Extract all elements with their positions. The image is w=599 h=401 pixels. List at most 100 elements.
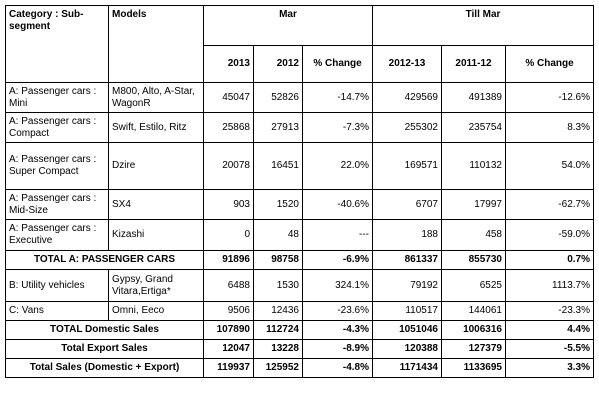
header-2011-12: 2011-12 [441,45,506,83]
sales-table: Category : Sub-segment Models Mar Till M… [5,5,595,378]
total-label: TOTAL A: PASSENGER CARS [5,250,204,270]
cell-category: A: Passenger cars : Super Compact [5,142,109,190]
cell-models: Gypsy, Grand Vitara,Ertiga* [108,269,204,302]
cell-t1213: 6707 [372,189,442,220]
table-row: A: Passenger cars : Executive Kizashi 0 … [5,219,595,251]
cell-m2013: 25868 [203,112,254,143]
header-mar: Mar [203,5,373,46]
cell-t1213: 120388 [372,339,442,359]
cell-category: A: Passenger cars : Executive [5,219,109,251]
cell-t1213: 188 [372,219,442,251]
cell-m2012: 12436 [253,301,303,321]
cell-tpct: 1113.7% [504,269,595,302]
header-till-mar: Till Mar [371,5,595,46]
cell-category: C: Vans [5,301,109,321]
cell-mpct: -40.6% [302,189,373,220]
header-models: Models [108,5,204,83]
cell-m2012: 112724 [253,320,303,340]
table-row: B: Utility vehicles Gypsy, Grand Vitara,… [5,269,595,302]
cell-models: Dzire [108,142,204,190]
header-2013: 2013 [203,45,254,83]
cell-m2013: 45047 [203,82,254,113]
cell-tpct: -62.7% [504,189,595,220]
header-2012: 2012 [253,45,303,83]
cell-m2012: 1520 [253,189,303,220]
cell-mpct: -6.9% [302,250,373,270]
table-row: A: Passenger cars : Mini M800, Alto, A-S… [5,82,595,113]
cell-category: B: Utility vehicles [5,269,109,302]
cell-tpct: 0.7% [504,250,595,270]
total-label: Total Sales (Domestic + Export) [5,358,204,378]
total-domestic-row: TOTAL Domestic Sales 107890 112724 -4.3%… [5,320,595,340]
cell-category: A: Passenger cars : Mid-Size [5,189,109,220]
total-label: TOTAL Domestic Sales [5,320,204,340]
header-2012-13: 2012-13 [372,45,442,83]
header-pct-change: % Change [302,45,373,83]
header-pct-change-till: % Change [504,45,595,83]
total-sales-row: Total Sales (Domestic + Export) 119937 1… [5,358,595,378]
cell-m2013: 107890 [203,320,254,340]
cell-t1112: 17997 [441,189,506,220]
cell-t1112: 144061 [441,301,506,321]
cell-t1112: 491389 [441,82,506,113]
cell-mpct: --- [302,219,373,251]
cell-t1112: 1006316 [441,320,506,340]
header-row-2: 2013 2012 % Change 2012-13 2011-12 % Cha… [6,45,595,83]
table-row: A: Passenger cars : Compact Swift, Estil… [5,112,595,143]
table-row: A: Passenger cars : Mid-Size SX4 903 152… [5,189,595,220]
cell-models: Swift, Estilo, Ritz [108,112,204,143]
cell-m2012: 48 [253,219,303,251]
cell-tpct: 4.4% [504,320,595,340]
cell-m2013: 91896 [203,250,254,270]
cell-m2013: 9506 [203,301,254,321]
total-label: Total Export Sales [5,339,204,359]
cell-m2012: 52826 [253,82,303,113]
cell-mpct: -4.8% [302,358,373,378]
cell-mpct: 22.0% [302,142,373,190]
cell-tpct: 54.0% [504,142,595,190]
cell-m2013: 20078 [203,142,254,190]
cell-mpct: 324.1% [302,269,373,302]
cell-category: A: Passenger cars : Mini [5,82,109,113]
total-passenger-cars-row: TOTAL A: PASSENGER CARS 91896 98758 -6.9… [5,250,595,270]
cell-mpct: -23.6% [302,301,373,321]
cell-category: A: Passenger cars : Compact [5,112,109,143]
total-export-row: Total Export Sales 12047 13228 -8.9% 120… [5,339,595,359]
cell-t1213: 255302 [372,112,442,143]
cell-tpct: 3.3% [504,358,595,378]
cell-t1112: 458 [441,219,506,251]
cell-tpct: -12.6% [504,82,595,113]
cell-m2012: 125952 [253,358,303,378]
cell-t1213: 169571 [372,142,442,190]
cell-m2012: 13228 [253,339,303,359]
header-row-1: Category : Sub-segment Models Mar Till M… [5,5,595,83]
cell-models: M800, Alto, A-Star, WagonR [108,82,204,113]
table-row: A: Passenger cars : Super Compact Dzire … [5,142,595,190]
cell-m2012: 98758 [253,250,303,270]
cell-tpct: 8.3% [504,112,595,143]
cell-tpct: -59.0% [504,219,595,251]
cell-tpct: -23.3% [504,301,595,321]
cell-mpct: -4.3% [302,320,373,340]
cell-models: Omni, Eeco [108,301,204,321]
cell-m2013: 6488 [203,269,254,302]
cell-t1213: 110517 [372,301,442,321]
cell-mpct: -8.9% [302,339,373,359]
cell-m2013: 0 [203,219,254,251]
cell-models: SX4 [108,189,204,220]
cell-t1112: 855730 [441,250,506,270]
cell-t1213: 861337 [372,250,442,270]
header-category: Category : Sub-segment [5,5,109,83]
cell-mpct: -14.7% [302,82,373,113]
cell-t1112: 1133695 [441,358,506,378]
cell-tpct: -5.5% [504,339,595,359]
cell-m2012: 27913 [253,112,303,143]
cell-t1112: 127379 [441,339,506,359]
cell-t1112: 6525 [441,269,506,302]
cell-models: Kizashi [108,219,204,251]
cell-t1213: 1171434 [372,358,442,378]
cell-t1213: 429569 [372,82,442,113]
cell-t1112: 110132 [441,142,506,190]
cell-m2013: 903 [203,189,254,220]
cell-m2012: 16451 [253,142,303,190]
